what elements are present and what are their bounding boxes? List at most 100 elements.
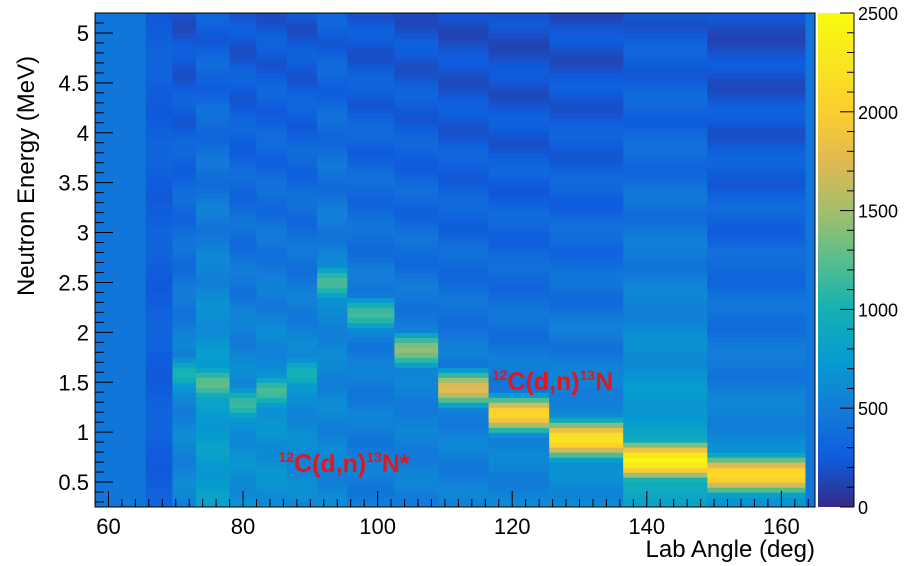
heatmap-cell <box>172 472 197 478</box>
heatmap-cell <box>549 412 624 418</box>
heatmap-cell <box>229 222 258 229</box>
heatmap-cell <box>623 92 708 99</box>
heatmap-cell <box>347 112 395 119</box>
heatmap-cell <box>195 317 231 323</box>
heatmap-cell <box>438 202 490 209</box>
heatmap-cell <box>145 127 173 134</box>
heatmap-cell <box>229 332 258 338</box>
heatmap-cell <box>145 447 173 453</box>
heatmap-cell <box>256 402 288 408</box>
heatmap-cell <box>623 467 708 473</box>
heatmap-cell <box>317 457 348 463</box>
heatmap-cell <box>256 467 288 473</box>
heatmap-cell <box>623 237 708 244</box>
heatmap-cell <box>256 337 288 343</box>
heatmap-cell <box>256 367 288 373</box>
heatmap-cell <box>317 42 348 49</box>
heatmap-cell <box>347 252 395 259</box>
heatmap-cell <box>549 247 624 254</box>
colorbar-tick-label: 1000 <box>858 300 898 320</box>
heatmap-cell <box>623 13 708 19</box>
heatmap-cell <box>195 412 231 418</box>
heatmap-cell <box>195 142 231 149</box>
heatmap-cell <box>488 492 550 498</box>
heatmap-cell <box>488 422 550 428</box>
heatmap-cell <box>438 227 490 234</box>
heatmap-cell <box>317 447 348 453</box>
heatmap-cell <box>286 457 318 463</box>
heatmap-cell <box>488 202 550 209</box>
heatmap-cell <box>286 57 318 64</box>
heatmap-cell <box>195 392 231 398</box>
heatmap-cell <box>488 107 550 114</box>
reaction-label-sup1: 12 <box>492 367 508 383</box>
heatmap-cell <box>229 72 258 79</box>
heatmap-cell <box>488 367 550 373</box>
heatmap-cell <box>229 427 258 433</box>
heatmap-cell <box>145 482 173 488</box>
heatmap-cell <box>549 142 624 149</box>
heatmap-cell <box>317 52 348 59</box>
heatmap-cell <box>286 487 318 493</box>
heatmap-cell <box>145 57 173 64</box>
heatmap-cell <box>172 257 197 264</box>
heatmap-cell <box>145 307 173 313</box>
heatmap-cell <box>317 137 348 144</box>
heatmap-cell <box>488 417 550 423</box>
heatmap-cell <box>488 13 550 19</box>
heatmap-cell <box>623 402 708 408</box>
heatmap-cell <box>347 122 395 129</box>
heatmap-cell <box>172 142 197 149</box>
heatmap-cell <box>394 217 439 224</box>
heatmap-cell <box>438 247 490 254</box>
heatmap-cell <box>707 247 806 254</box>
heatmap-cell <box>145 327 173 333</box>
heatmap-cell <box>229 67 258 74</box>
reaction-label: 12C(d,n)13N <box>492 367 613 396</box>
heatmap-cell <box>286 212 318 219</box>
heatmap-cell <box>488 437 550 443</box>
heatmap-cell <box>317 462 348 468</box>
heatmap-cell <box>195 18 231 24</box>
heatmap-cell <box>172 207 197 214</box>
heatmap-cell <box>317 47 348 54</box>
heatmap-cell <box>229 322 258 328</box>
heatmap-cell <box>229 282 258 289</box>
heatmap-cell <box>229 232 258 239</box>
heatmap-cell <box>394 42 439 49</box>
heatmap-cell <box>172 357 197 363</box>
heatmap-cell <box>229 407 258 413</box>
heatmap-cell <box>438 467 490 473</box>
heatmap-cell <box>707 117 806 124</box>
heatmap-cell <box>347 262 395 269</box>
heatmap-cell <box>394 367 439 373</box>
heatmap-cell <box>256 302 288 308</box>
heatmap-cell <box>438 112 490 119</box>
heatmap-cell <box>623 477 708 483</box>
heatmap-cell <box>195 437 231 443</box>
heatmap-cell <box>256 227 288 234</box>
heatmap-cell <box>488 37 550 44</box>
heatmap-cell <box>172 307 197 313</box>
heatmap-cell <box>145 47 173 54</box>
heatmap-cell <box>549 107 624 114</box>
heatmap-cell <box>145 237 173 244</box>
heatmap-cell <box>286 447 318 453</box>
heatmap-cell <box>488 317 550 323</box>
heatmap-cell <box>286 367 318 373</box>
heatmap-cell <box>229 357 258 363</box>
heatmap-cell <box>438 172 490 179</box>
heatmap-cell <box>256 13 288 19</box>
heatmap-cell <box>488 472 550 478</box>
heatmap-cell <box>286 422 318 428</box>
heatmap-cell <box>256 167 288 174</box>
heatmap-cell <box>347 247 395 254</box>
heatmap-cell <box>229 252 258 259</box>
heatmap-cell <box>229 242 258 249</box>
heatmap-cell <box>172 127 197 134</box>
heatmap-cell <box>256 33 288 39</box>
heatmap-cell <box>195 197 231 204</box>
heatmap-cell <box>172 102 197 109</box>
heatmap-cell <box>195 262 231 269</box>
heatmap-cell <box>229 137 258 144</box>
